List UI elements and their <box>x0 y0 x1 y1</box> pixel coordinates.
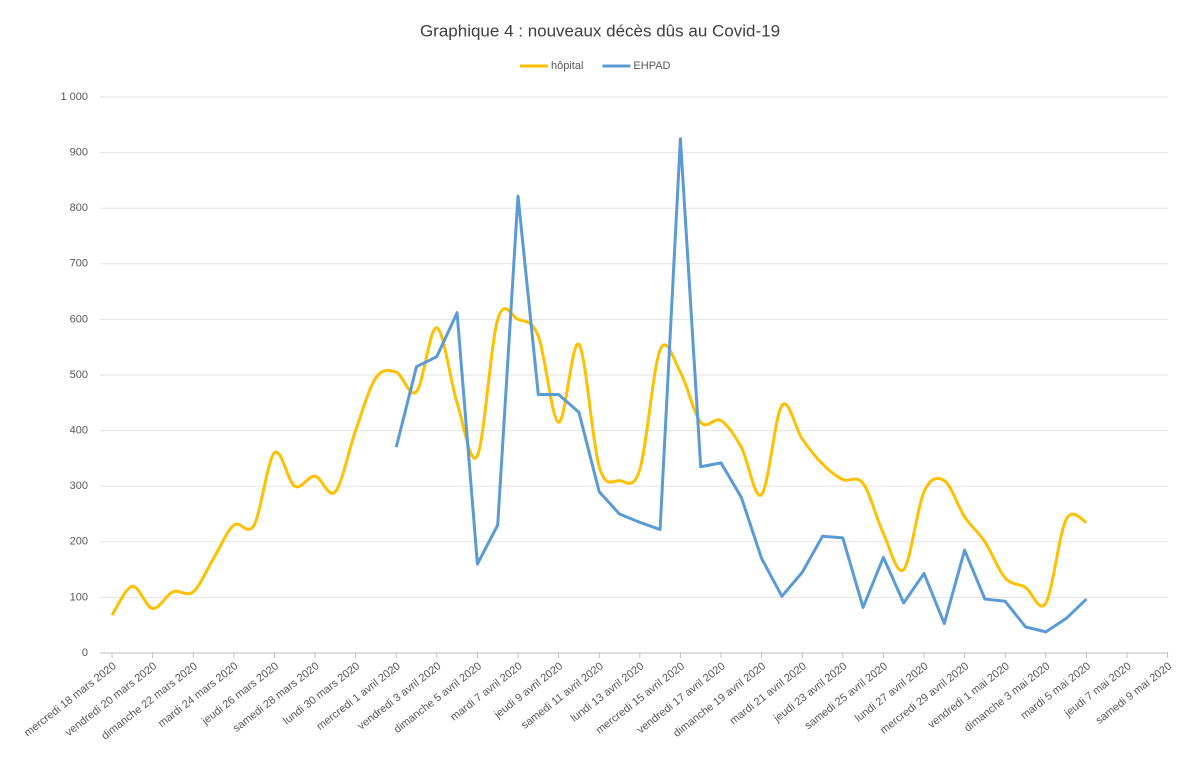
y-tick-label: 100 <box>70 591 88 603</box>
y-tick-label: 300 <box>70 480 88 492</box>
x-tick-label: mardi 5 mai 2020 <box>1019 660 1093 722</box>
legend-label: hôpital <box>551 60 583 72</box>
y-tick-label: 200 <box>70 536 88 548</box>
y-tick-label: 0 <box>82 647 88 659</box>
x-tick-label: samedi 9 mai 2020 <box>1094 660 1175 727</box>
x-tick-label: lundi 27 avril 2020 <box>853 660 931 724</box>
x-tick-label: lundi 13 avril 2020 <box>569 660 647 724</box>
x-tick-label: jeudi 9 avril 2020 <box>492 660 566 721</box>
y-tick-label: 500 <box>70 369 88 381</box>
series-line <box>110 307 1088 617</box>
y-tick-label: 700 <box>70 258 88 270</box>
y-tick-label: 1 000 <box>60 91 88 103</box>
y-tick-label: 800 <box>70 202 88 214</box>
y-tick-label: 600 <box>70 313 88 325</box>
x-tick-label: mardi 7 avril 2020 <box>448 660 524 723</box>
x-tick-label: jeudi 23 avril 2020 <box>771 660 850 725</box>
series-line <box>394 137 1088 634</box>
chart-title: Graphique 4 : nouveaux décès dûs au Covi… <box>420 21 780 40</box>
legend-label: EHPAD <box>633 60 670 72</box>
x-tick-label: mardi 21 avril 2020 <box>728 660 809 727</box>
y-tick-label: 900 <box>70 147 88 159</box>
y-tick-label: 400 <box>70 425 88 437</box>
